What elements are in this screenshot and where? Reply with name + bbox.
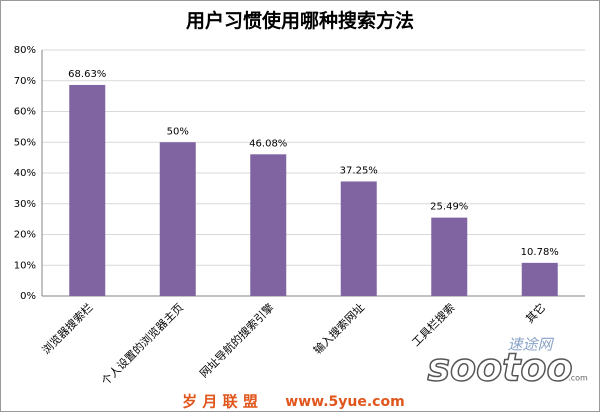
y-tick-label: 80% xyxy=(14,45,36,56)
bar xyxy=(431,217,468,296)
y-tick-label: 70% xyxy=(14,76,36,87)
y-tick-label: 10% xyxy=(14,260,36,271)
value-label: 10.78% xyxy=(521,247,559,258)
watermark: www.5yue.com xyxy=(285,394,404,410)
value-label: 68.63% xyxy=(68,69,106,80)
value-label: 25.49% xyxy=(430,202,468,213)
y-tick-label: 30% xyxy=(14,199,36,210)
bar xyxy=(69,84,106,296)
watermark: 速途网 xyxy=(507,336,554,354)
chart-title: 用户习惯使用哪种搜索方法 xyxy=(186,9,414,32)
watermark: .com xyxy=(568,374,588,383)
y-tick-label: 40% xyxy=(14,168,36,179)
watermark: 岁 月 联 盟 xyxy=(182,393,258,411)
bar xyxy=(159,142,196,296)
bar xyxy=(250,154,287,296)
bar xyxy=(340,181,377,296)
value-label: 37.25% xyxy=(340,165,378,176)
y-tick-label: 0% xyxy=(20,291,36,302)
y-tick-label: 60% xyxy=(14,107,36,118)
value-label: 50% xyxy=(167,126,189,137)
watermark: sootoo xyxy=(427,346,572,390)
value-label: 46.08% xyxy=(249,138,287,149)
y-tick-label: 20% xyxy=(14,230,36,241)
y-tick-label: 50% xyxy=(14,137,36,148)
bar xyxy=(521,262,558,296)
